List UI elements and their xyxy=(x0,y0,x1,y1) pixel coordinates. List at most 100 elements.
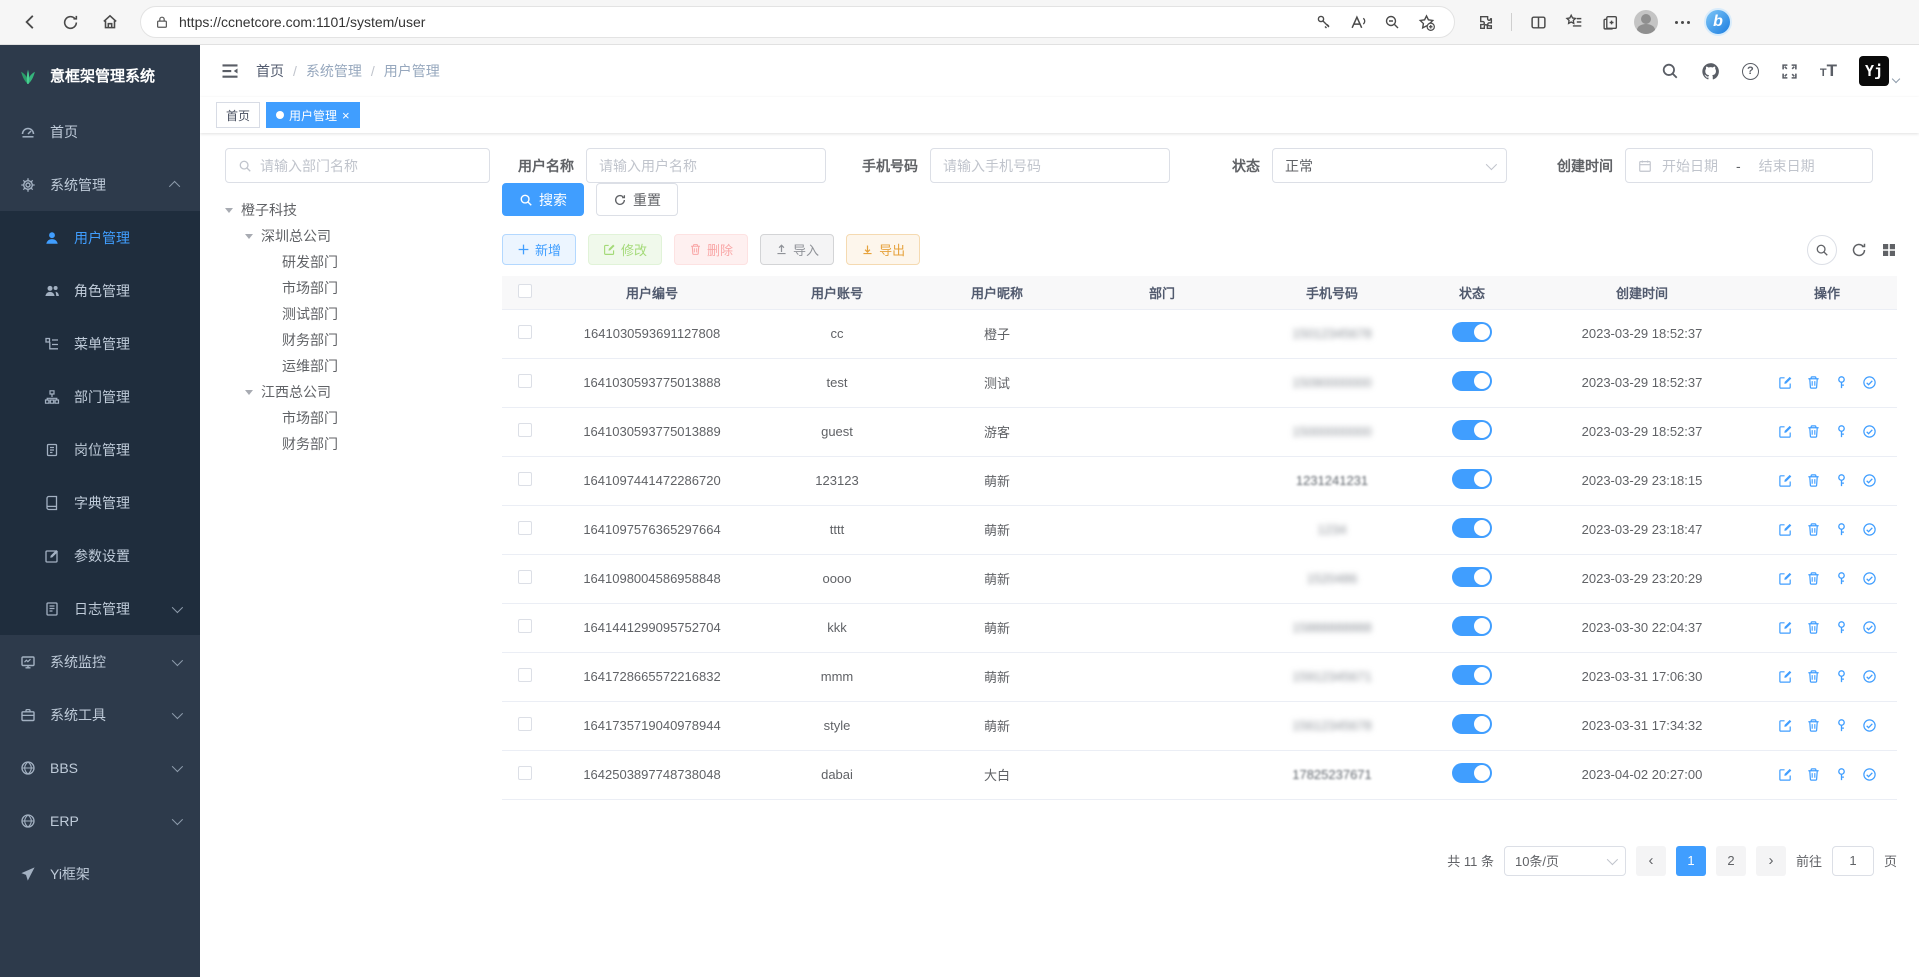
tree-node[interactable]: 市场部门 xyxy=(282,280,338,296)
table-refresh-icon[interactable] xyxy=(1851,242,1867,258)
read-aloud-icon[interactable] xyxy=(1344,8,1372,36)
row-checkbox[interactable] xyxy=(517,717,532,731)
row-assign-role-icon[interactable] xyxy=(1862,669,1877,684)
tag-close-icon[interactable]: × xyxy=(342,107,350,123)
row-edit-icon[interactable] xyxy=(1778,669,1793,684)
row-assign-role-icon[interactable] xyxy=(1862,767,1877,782)
row-delete-icon[interactable] xyxy=(1806,522,1821,537)
sidebar-item-home[interactable]: 首页 xyxy=(0,105,200,158)
tree-node[interactable]: 江西总公司 xyxy=(225,379,490,405)
row-edit-icon[interactable] xyxy=(1778,620,1793,635)
row-assign-role-icon[interactable] xyxy=(1862,620,1877,635)
sidebar-item-system-management[interactable]: 系统管理 xyxy=(0,158,200,211)
row-checkbox[interactable] xyxy=(517,423,532,437)
tree-node[interactable]: 市场部门 xyxy=(282,410,338,426)
status-select[interactable]: 正常 xyxy=(1272,148,1507,183)
sidebar-item-role-management[interactable]: 角色管理 xyxy=(0,264,200,317)
refresh-icon[interactable] xyxy=(54,6,86,38)
status-toggle[interactable] xyxy=(1452,371,1492,391)
row-reset-password-icon[interactable] xyxy=(1834,424,1849,439)
row-checkbox[interactable] xyxy=(517,619,532,633)
sidebar-item-system-tools[interactable]: 系统工具 xyxy=(0,688,200,741)
fullscreen-icon[interactable] xyxy=(1781,63,1798,80)
breadcrumb-home[interactable]: 首页 xyxy=(256,63,284,79)
row-delete-icon[interactable] xyxy=(1806,669,1821,684)
back-icon[interactable] xyxy=(14,6,46,38)
row-checkbox[interactable] xyxy=(517,374,532,388)
row-edit-icon[interactable] xyxy=(1778,718,1793,733)
row-edit-icon[interactable] xyxy=(1778,767,1793,782)
row-reset-password-icon[interactable] xyxy=(1834,718,1849,733)
row-assign-role-icon[interactable] xyxy=(1862,522,1877,537)
password-key-icon[interactable] xyxy=(1310,8,1338,36)
sidebar-item-log-management[interactable]: 日志管理 xyxy=(0,582,200,635)
status-toggle[interactable] xyxy=(1452,322,1492,342)
status-toggle[interactable] xyxy=(1452,567,1492,587)
row-checkbox[interactable] xyxy=(517,472,532,486)
row-reset-password-icon[interactable] xyxy=(1834,522,1849,537)
row-edit-icon[interactable] xyxy=(1778,571,1793,586)
extensions-icon[interactable] xyxy=(1469,6,1501,38)
add-button[interactable]: 新增 xyxy=(502,234,577,265)
row-checkbox[interactable] xyxy=(517,766,532,780)
row-edit-icon[interactable] xyxy=(1778,522,1793,537)
sidebar-item-param-settings[interactable]: 参数设置 xyxy=(0,529,200,582)
search-button[interactable]: 搜索 xyxy=(502,183,584,216)
tree-expand-icon[interactable] xyxy=(225,207,233,213)
row-checkbox[interactable] xyxy=(517,570,532,584)
sidebar-item-system-monitor[interactable]: 系统监控 xyxy=(0,635,200,688)
tree-node[interactable]: 财务部门 xyxy=(282,436,338,452)
url-text[interactable]: https://ccnetcore.com:1101/system/user xyxy=(179,14,426,30)
help-icon[interactable]: ? xyxy=(1741,62,1759,80)
import-button[interactable]: 导入 xyxy=(760,234,835,265)
sidebar-item-erp[interactable]: ERP xyxy=(0,794,200,847)
row-assign-role-icon[interactable] xyxy=(1862,571,1877,586)
user-avatar[interactable]: Yj xyxy=(1859,56,1889,86)
tree-node[interactable]: 深圳总公司 xyxy=(225,223,490,249)
more-menu-icon[interactable] xyxy=(1666,6,1698,38)
row-assign-role-icon[interactable] xyxy=(1862,375,1877,390)
row-reset-password-icon[interactable] xyxy=(1834,473,1849,488)
row-delete-icon[interactable] xyxy=(1806,473,1821,488)
tag-user-management[interactable]: 用户管理 × xyxy=(266,102,360,128)
row-delete-icon[interactable] xyxy=(1806,571,1821,586)
sidebar-item-post-management[interactable]: 岗位管理 xyxy=(0,423,200,476)
row-delete-icon[interactable] xyxy=(1806,718,1821,733)
export-button[interactable]: 导出 xyxy=(846,234,921,265)
sidebar-fold-icon[interactable] xyxy=(220,61,240,81)
tree-expand-icon[interactable] xyxy=(245,233,253,239)
tree-expand-icon[interactable] xyxy=(245,389,253,395)
favorite-add-icon[interactable] xyxy=(1412,8,1440,36)
row-reset-password-icon[interactable] xyxy=(1834,571,1849,586)
tree-node[interactable]: 运维部门 xyxy=(282,358,338,374)
sidebar-item-user-management[interactable]: 用户管理 xyxy=(0,211,200,264)
row-assign-role-icon[interactable] xyxy=(1862,473,1877,488)
date-range-picker[interactable]: 开始日期 - 结束日期 xyxy=(1625,148,1873,183)
tree-node[interactable]: 测试部门 xyxy=(282,306,338,322)
github-icon[interactable] xyxy=(1701,62,1720,81)
row-reset-password-icon[interactable] xyxy=(1834,375,1849,390)
favorites-bar-icon[interactable] xyxy=(1558,6,1590,38)
row-checkbox[interactable] xyxy=(517,325,532,339)
row-delete-icon[interactable] xyxy=(1806,375,1821,390)
zoom-out-icon[interactable] xyxy=(1378,8,1406,36)
select-all-checkbox[interactable] xyxy=(517,283,532,298)
page-button-2[interactable]: 2 xyxy=(1715,845,1746,876)
profile-avatar[interactable] xyxy=(1630,6,1662,38)
prev-page-button[interactable]: ‹ xyxy=(1635,845,1666,876)
tree-node[interactable]: 财务部门 xyxy=(282,332,338,348)
status-toggle[interactable] xyxy=(1452,420,1492,440)
row-delete-icon[interactable] xyxy=(1806,424,1821,439)
status-toggle[interactable] xyxy=(1452,714,1492,734)
user-avatar-menu[interactable]: Yj xyxy=(1859,56,1901,86)
delete-button[interactable]: 删除 xyxy=(674,234,749,265)
status-toggle[interactable] xyxy=(1452,665,1492,685)
row-reset-password-icon[interactable] xyxy=(1834,620,1849,635)
username-input[interactable]: 请输入用户名称 xyxy=(586,148,826,183)
page-button-1[interactable]: 1 xyxy=(1675,845,1706,876)
row-edit-icon[interactable] xyxy=(1778,375,1793,390)
address-bar[interactable]: https://ccnetcore.com:1101/system/user xyxy=(140,6,1455,38)
sidebar-item-menu-management[interactable]: 菜单管理 xyxy=(0,317,200,370)
table-columns-icon[interactable] xyxy=(1881,242,1897,258)
tag-home[interactable]: 首页 xyxy=(216,102,261,128)
